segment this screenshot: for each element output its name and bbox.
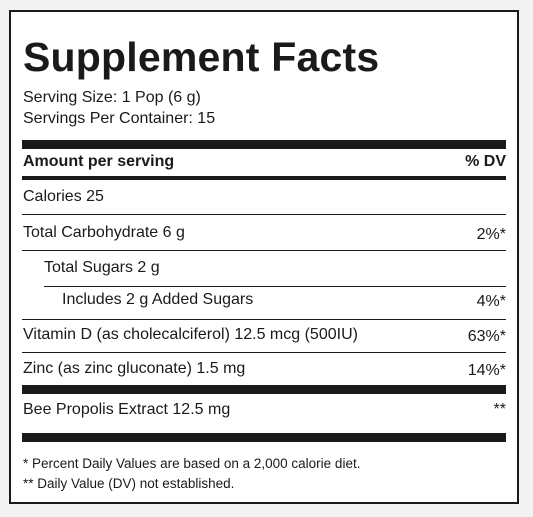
row-divider [22, 319, 506, 320]
ingredient-row-bee-propolis: Bee Propolis Extract 12.5 mg ** [22, 399, 506, 421]
thick-divider-top [22, 140, 506, 149]
nutrient-label: Zinc (as zinc gluconate) 1.5 mg [23, 360, 246, 377]
row-divider [22, 250, 506, 251]
nutrient-dv: 63%* [467, 328, 506, 345]
row-divider [22, 214, 506, 215]
thick-divider-bottom [22, 433, 506, 442]
amount-header-row: Amount per serving % DV [22, 151, 506, 173]
row-divider [22, 352, 506, 353]
servings-per-container: Servings Per Container: 15 [23, 110, 216, 127]
nutrient-label: Calories 25 [23, 188, 104, 205]
nutrient-dv: 4%* [476, 293, 506, 310]
nutrient-label: Total Carbohydrate 6 g [23, 224, 185, 241]
row-divider [44, 286, 506, 287]
footnote-percent-dv: * Percent Daily Values are based on a 2,… [23, 456, 361, 471]
nutrient-label: Total Sugars 2 g [44, 259, 160, 276]
nutrient-row-added-sugars: Includes 2 g Added Sugars 4%* [22, 289, 506, 311]
panel-content: Supplement Facts Serving Size: 1 Pop (6 … [22, 12, 506, 502]
thick-divider-middle [22, 385, 506, 394]
nutrient-row-total-carbohydrate: Total Carbohydrate 6 g 2%* [22, 222, 506, 244]
amount-per-serving-label: Amount per serving [23, 153, 175, 170]
serving-size: Serving Size: 1 Pop (6 g) [23, 89, 201, 106]
nutrient-dv: 2%* [476, 226, 506, 243]
panel-title: Supplement Facts [23, 34, 380, 80]
nutrient-dv: 14%* [467, 362, 506, 379]
dv-header-label: % DV [465, 153, 506, 170]
nutrient-label: Vitamin D (as cholecalciferol) 12.5 mcg … [23, 326, 358, 343]
ingredient-dv: ** [493, 401, 506, 418]
nutrient-row-calories: Calories 25 [22, 186, 506, 208]
nutrient-label: Includes 2 g Added Sugars [62, 291, 254, 308]
nutrient-row-zinc: Zinc (as zinc gluconate) 1.5 mg 14%* [22, 358, 506, 380]
medium-divider [22, 176, 506, 180]
supplement-facts-panel: Supplement Facts Serving Size: 1 Pop (6 … [9, 10, 519, 504]
footnote-dv-not-established: ** Daily Value (DV) not established. [23, 476, 235, 491]
nutrient-row-total-sugars: Total Sugars 2 g [22, 257, 506, 279]
nutrient-row-vitamin-d: Vitamin D (as cholecalciferol) 12.5 mcg … [22, 324, 506, 346]
ingredient-label: Bee Propolis Extract 12.5 mg [23, 401, 231, 418]
